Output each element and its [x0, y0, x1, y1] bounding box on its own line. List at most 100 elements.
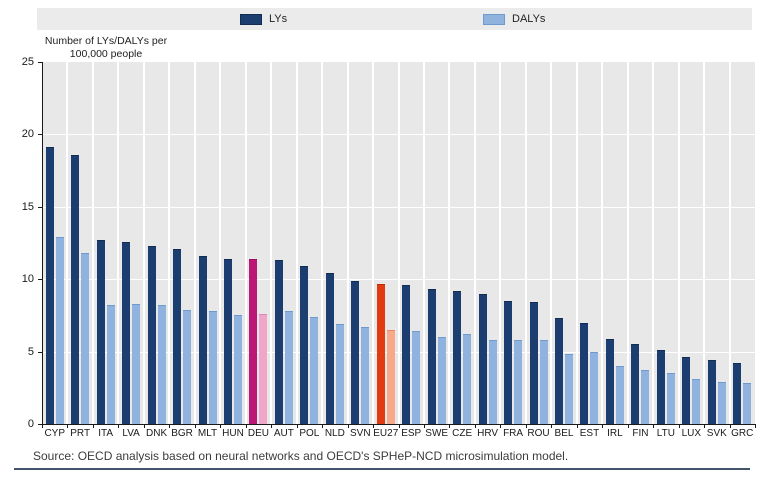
x-tick: [576, 425, 578, 428]
gridline-v: [397, 62, 400, 424]
x-label-ITA: ITA: [98, 428, 114, 439]
x-label-AUT: AUT: [273, 428, 294, 439]
y-tick-label-10: 10: [21, 273, 34, 286]
gridline-v: [372, 62, 375, 424]
x-label-ESP: ESP: [401, 428, 422, 439]
y-tick-25: [38, 62, 42, 63]
bar-dalys-IRL: [615, 366, 624, 424]
gridline-v: [117, 62, 120, 424]
bar-dalys-SWE: [437, 337, 446, 424]
gridline-v: [524, 62, 527, 424]
x-label-BEL: BEL: [554, 428, 574, 439]
y-axis-title: Number of LYs/DALYs per 100,000 people: [40, 35, 172, 61]
bottom-divider: [14, 468, 750, 470]
bar-lys-PRT: [71, 155, 80, 424]
bar-lys-CZE: [453, 291, 462, 424]
gridline-v: [626, 62, 629, 424]
x-label-FIN: FIN: [632, 428, 649, 439]
bar-lys-ROU: [529, 302, 538, 424]
x-tick: [474, 425, 476, 428]
dalys-swatch-icon: [483, 13, 505, 25]
x-tick: [653, 425, 655, 428]
x-label-IRL: IRL: [607, 428, 623, 439]
bar-lys-HUN: [223, 259, 232, 424]
x-tick: [296, 425, 298, 428]
x-label-SVN: SVN: [350, 428, 371, 439]
gridline-v: [168, 62, 171, 424]
x-tick: [398, 425, 400, 428]
bar-dalys-FRA: [514, 340, 523, 424]
y-axis-title-line2: 100,000 people: [69, 48, 143, 60]
x-label-FRA: FRA: [503, 428, 524, 439]
bar-dalys-HUN: [233, 315, 242, 424]
y-axis-line: [42, 62, 43, 425]
x-label-EST: EST: [579, 428, 600, 439]
bar-dalys-AUT: [284, 311, 293, 424]
y-tick-label-15: 15: [21, 200, 34, 213]
x-label-DEU: DEU: [247, 428, 269, 439]
gridline-v: [244, 62, 247, 424]
x-label-LVA: LVA: [122, 428, 140, 439]
bar-dalys-PRT: [81, 253, 90, 424]
x-label-HRV: HRV: [477, 428, 499, 439]
bar-dalys-DEU: [259, 314, 268, 424]
gridline-v: [652, 62, 655, 424]
bar-lys-LVA: [122, 242, 131, 424]
x-label-GRC: GRC: [731, 428, 754, 439]
x-label-HUN: HUN: [222, 428, 244, 439]
bar-dalys-ESP: [412, 331, 421, 424]
y-tick-label-25: 25: [21, 56, 34, 68]
gridline-v: [575, 62, 578, 424]
x-tick: [755, 425, 756, 428]
x-tick: [245, 425, 247, 428]
bar-lys-EU27: [376, 284, 385, 424]
x-label-MLT: MLT: [197, 428, 218, 439]
x-tick: [220, 425, 222, 428]
bar-dalys-DNK: [157, 305, 166, 424]
gridline-v: [142, 62, 145, 424]
bar-dalys-POL: [310, 317, 319, 424]
x-tick: [143, 425, 145, 428]
legend-label-dalys: DALYs: [512, 13, 546, 25]
x-tick: [729, 425, 731, 428]
x-label-CYP: CYP: [44, 428, 65, 439]
gridline-v: [728, 62, 731, 424]
bar-dalys-ROU: [539, 340, 548, 424]
bar-dalys-MLT: [208, 311, 217, 424]
bar-lys-DNK: [147, 246, 156, 424]
x-tick: [678, 425, 680, 428]
x-label-CZE: CZE: [452, 428, 473, 439]
x-tick: [67, 425, 69, 428]
gridline-v: [91, 62, 94, 424]
gridline-v: [346, 62, 349, 424]
bar-lys-BEL: [555, 318, 564, 424]
bar-dalys-NLD: [335, 324, 344, 424]
bar-lys-DEU: [249, 259, 258, 424]
bar-dalys-SVN: [361, 327, 370, 424]
x-label-PRT: PRT: [70, 428, 91, 439]
gridline-v: [219, 62, 222, 424]
x-label-BGR: BGR: [171, 428, 193, 439]
x-label-EU27: EU27: [373, 428, 399, 439]
x-label-LTU: LTU: [656, 428, 675, 439]
bar-lys-SVK: [707, 360, 716, 424]
bar-dalys-LUX: [692, 379, 701, 424]
x-tick: [169, 425, 171, 428]
gridline-v: [321, 62, 324, 424]
bar-dalys-CZE: [463, 334, 472, 424]
y-tick-15: [38, 206, 42, 208]
x-label-LUX: LUX: [681, 428, 702, 439]
legend-item-lys: LYs: [240, 8, 287, 30]
legend-label-lys: LYs: [269, 13, 288, 25]
x-tick: [271, 425, 273, 428]
y-tick-label-5: 5: [27, 345, 34, 358]
gridline-v: [703, 62, 706, 424]
bar-dalys-LTU: [666, 373, 675, 424]
x-tick: [347, 425, 349, 428]
x-tick: [525, 425, 527, 428]
gridline-v: [422, 62, 425, 424]
bar-lys-POL: [300, 266, 309, 424]
bar-dalys-BEL: [565, 354, 574, 424]
bar-dalys-ITA: [106, 305, 115, 424]
